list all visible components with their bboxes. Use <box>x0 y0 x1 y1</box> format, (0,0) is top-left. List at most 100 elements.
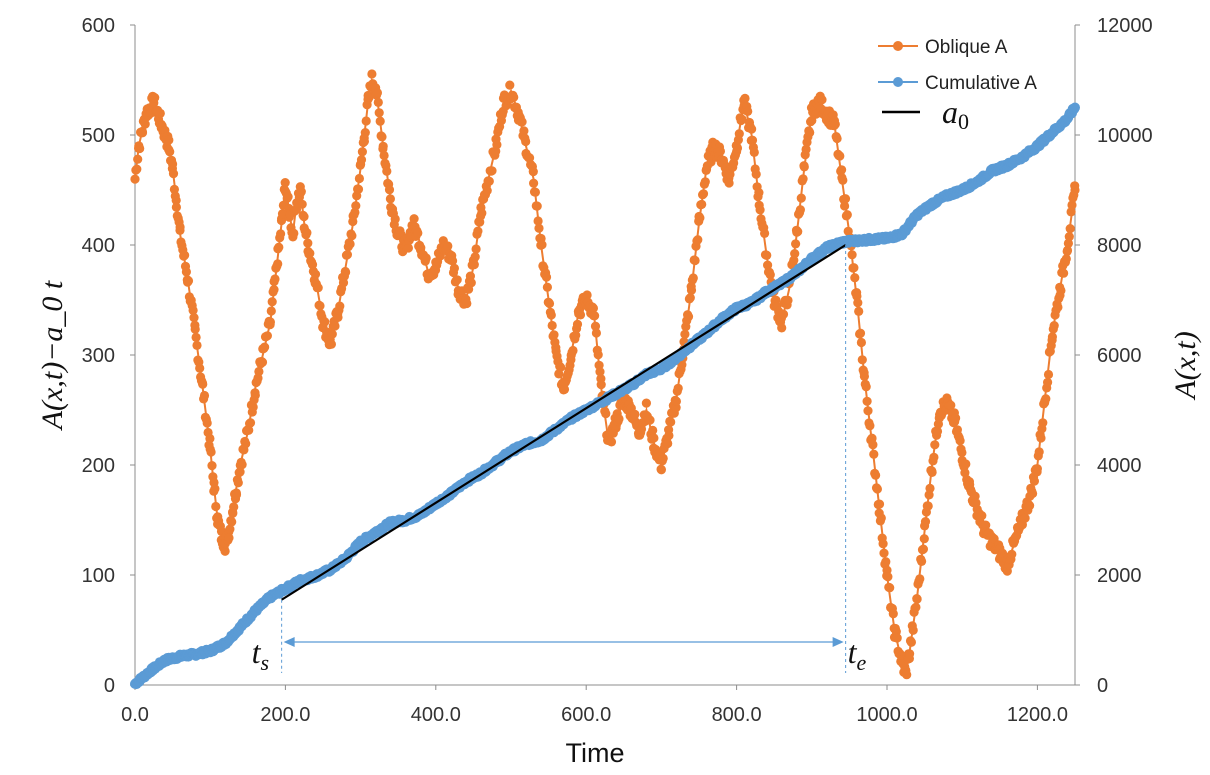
oblique-a-point <box>591 328 602 338</box>
oblique-a-point <box>1007 549 1017 559</box>
oblique-a-point <box>517 117 527 127</box>
oblique-a-point <box>191 332 201 342</box>
ts-label: ts <box>252 634 269 675</box>
oblique-a-point <box>961 459 971 469</box>
oblique-a-point <box>188 305 198 315</box>
oblique-a-point <box>879 548 889 558</box>
x-tick-label: 1200.0 <box>1007 704 1068 726</box>
oblique-a-point <box>448 256 458 266</box>
oblique-a-point <box>245 418 256 428</box>
oblique-a-point <box>732 143 743 153</box>
oblique-a-point <box>685 293 695 303</box>
oblique-a-point <box>356 155 367 165</box>
oblique-a-point <box>509 92 519 102</box>
oblique-a-point <box>835 151 845 161</box>
oblique-a-point <box>1059 268 1069 278</box>
oblique-a-point <box>778 309 789 319</box>
oblique-a-point <box>765 270 775 280</box>
x-tick-label: 0.0 <box>121 704 149 726</box>
oblique-a-point <box>257 357 268 367</box>
oblique-a-point <box>233 478 243 488</box>
oblique-a-point <box>630 409 640 419</box>
y-right-tick-label: 12000 <box>1097 15 1153 37</box>
oblique-a-point <box>227 517 237 527</box>
oblique-a-point <box>225 524 235 534</box>
oblique-a-point <box>341 267 351 277</box>
oblique-a-point <box>1062 245 1073 255</box>
oblique-a-point <box>519 126 529 136</box>
oblique-a-point <box>876 513 886 523</box>
oblique-a-point <box>473 226 483 236</box>
oblique-a-point <box>537 240 547 250</box>
oblique-a-point <box>856 337 867 348</box>
x-axis-title: Time <box>566 738 625 768</box>
oblique-a-point <box>559 384 570 394</box>
oblique-a-point <box>697 199 707 209</box>
oblique-a-point <box>326 339 336 349</box>
oblique-a-point <box>1029 476 1039 486</box>
oblique-a-point <box>416 243 426 253</box>
oblique-a-point <box>533 216 543 226</box>
oblique-a-point <box>1056 285 1066 296</box>
oblique-a-point <box>857 355 867 365</box>
oblique-a-point <box>1053 302 1063 312</box>
y-left-tick-label: 400 <box>82 235 115 257</box>
oblique-a-point <box>588 303 599 313</box>
oblique-a-point <box>351 201 361 211</box>
oblique-a-point <box>354 173 364 184</box>
oblique-a-point <box>360 128 370 138</box>
oblique-a-point <box>838 175 848 185</box>
oblique-a-point <box>593 350 603 360</box>
oblique-a-point <box>596 380 606 390</box>
oblique-a-point <box>315 301 325 311</box>
oblique-a-point <box>1038 418 1048 428</box>
oblique-a-point <box>760 228 770 238</box>
oblique-a-point <box>530 187 541 197</box>
oblique-a-point <box>175 222 185 232</box>
oblique-a-point <box>390 214 400 224</box>
oblique-a-point <box>796 193 806 203</box>
oblique-a-point <box>855 328 866 338</box>
oblique-a-point <box>547 320 557 331</box>
oblique-a-point <box>859 371 870 381</box>
oblique-a-point <box>556 362 566 372</box>
oblique-a-point <box>310 269 321 279</box>
oblique-a-point <box>817 95 827 105</box>
oblique-a-point <box>379 150 389 161</box>
oblique-a-point <box>276 229 286 239</box>
duration-arrow-head-left <box>283 637 295 647</box>
oblique-a-point <box>466 278 476 288</box>
oblique-a-point <box>601 409 611 419</box>
oblique-a-point <box>571 330 581 340</box>
axes <box>130 24 1080 690</box>
oblique-a-point <box>862 396 872 406</box>
oblique-a-point <box>847 250 857 260</box>
oblique-a-point <box>367 69 377 79</box>
y-axis-right-title: A(x,t) <box>1169 331 1202 400</box>
oblique-a-point <box>850 273 860 283</box>
oblique-a-point <box>132 164 142 174</box>
oblique-a-point <box>199 390 210 401</box>
oblique-a-point <box>267 297 277 307</box>
oblique-a-point <box>382 166 392 176</box>
oblique-a-point <box>254 366 264 377</box>
oblique-a-point <box>180 250 190 260</box>
oblique-a-point <box>1063 238 1073 248</box>
oblique-a-point <box>529 178 539 188</box>
oblique-a-point <box>171 195 181 205</box>
oblique-a-point <box>449 263 459 273</box>
legend-oblique-swatch-marker <box>893 41 903 51</box>
axis-labels: Time A(x,t)−a_0 t A(x,t) <box>36 280 1202 768</box>
oblique-a-point <box>299 212 309 222</box>
oblique-a-point <box>1041 394 1051 404</box>
x-tick-label: 400.0 <box>411 704 461 726</box>
oblique-a-point <box>951 413 961 423</box>
oblique-a-point <box>549 330 559 340</box>
oblique-a-point <box>237 460 247 470</box>
oblique-a-point <box>229 502 239 512</box>
oblique-a-point <box>791 239 801 249</box>
oblique-a-point <box>313 283 323 293</box>
oblique-a-point <box>374 108 384 118</box>
y-left-tick-label: 100 <box>82 565 115 587</box>
oblique-a-point <box>168 159 178 169</box>
